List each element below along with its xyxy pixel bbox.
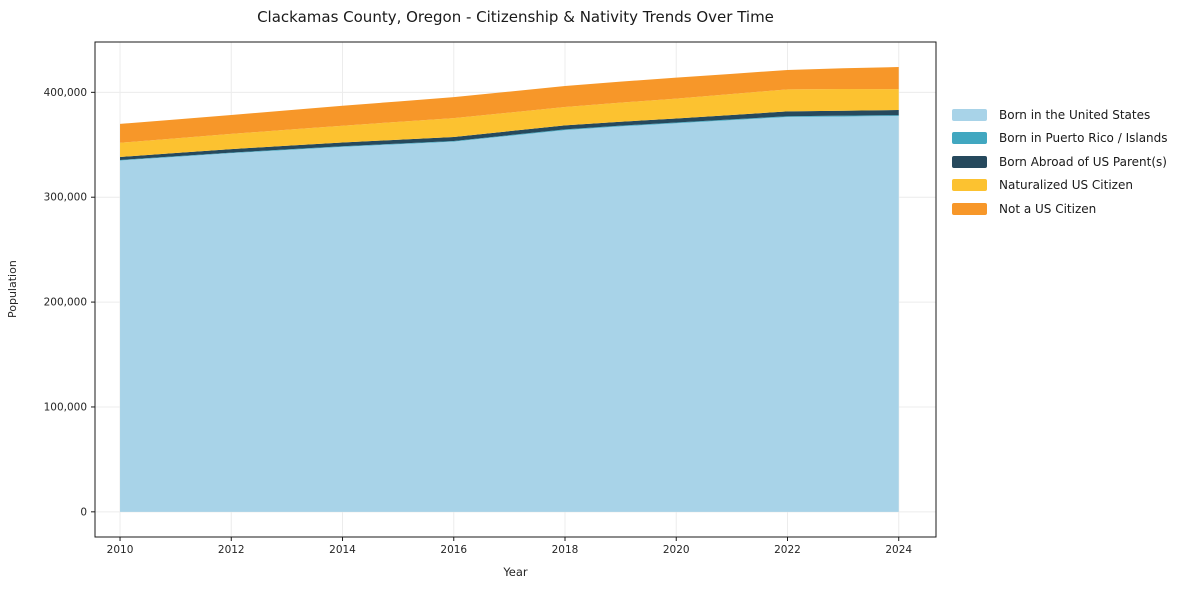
x-axis-label: Year <box>503 565 528 579</box>
legend: Born in the United States Born in Puerto… <box>952 103 1168 221</box>
legend-item-label: Born in the United States <box>999 107 1151 122</box>
x-tick-label: 2010 <box>107 544 134 556</box>
legend-item: Naturalized US Citizen <box>952 174 1168 198</box>
legend-swatch <box>952 155 987 168</box>
legend-item-label: Naturalized US Citizen <box>999 178 1133 193</box>
x-tick-label: 2016 <box>440 544 467 556</box>
x-tick-label: 2020 <box>663 544 690 556</box>
legend-item-label: Born Abroad of US Parent(s) <box>999 154 1167 169</box>
area-series <box>120 115 899 512</box>
legend-item: Not a US Citizen <box>952 197 1168 221</box>
x-tick-label: 2012 <box>218 544 245 556</box>
x-tick-label: 2024 <box>885 544 912 556</box>
area-series <box>120 89 899 157</box>
axes-spines <box>94 41 937 538</box>
y-tick-label: 100,000 <box>44 401 87 413</box>
legend-item: Born in Puerto Rico / Islands <box>952 127 1168 151</box>
area-series <box>120 110 899 160</box>
y-tick-label: 400,000 <box>44 87 87 99</box>
legend-swatch <box>952 202 987 215</box>
x-tick-label: 2014 <box>329 544 356 556</box>
area-series <box>120 67 899 143</box>
legend-item-label: Not a US Citizen <box>999 201 1097 216</box>
legend-item: Born Abroad of US Parent(s) <box>952 150 1168 174</box>
legend-swatch <box>952 108 987 121</box>
x-tick-label: 2022 <box>774 544 801 556</box>
x-tick-label: 2018 <box>552 544 579 556</box>
legend-item-label: Born in Puerto Rico / Islands <box>999 131 1168 146</box>
y-tick-label: 200,000 <box>44 297 87 309</box>
chart-title: Clackamas County, Oregon - Citizenship &… <box>257 8 774 26</box>
legend-swatch <box>952 132 987 145</box>
y-tick-label: 300,000 <box>44 192 87 204</box>
legend-item: Born in the United States <box>952 103 1168 127</box>
legend-swatch <box>952 179 987 192</box>
y-tick-label: 0 <box>80 506 87 518</box>
